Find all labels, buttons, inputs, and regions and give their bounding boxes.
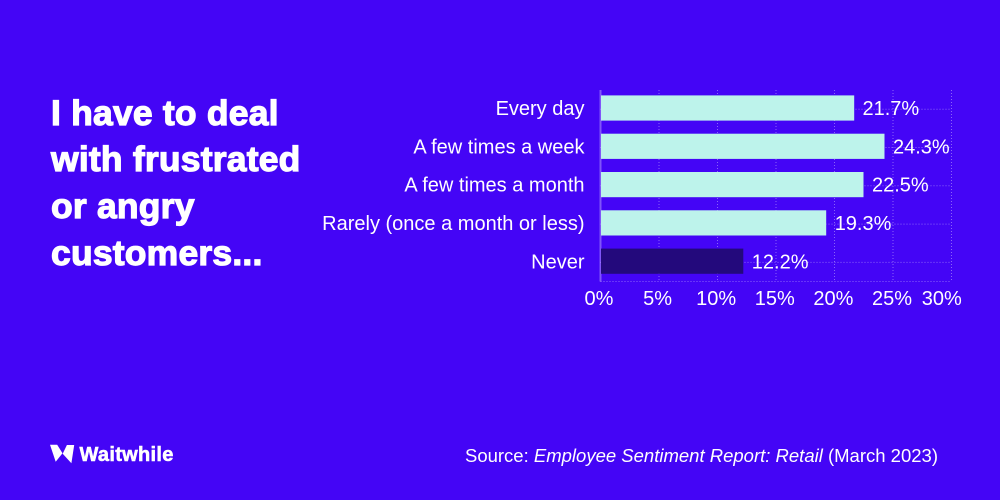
svg-text:24.3%: 24.3%	[893, 136, 950, 158]
svg-text:Every day: Every day	[496, 98, 585, 120]
svg-text:22.5%: 22.5%	[872, 175, 929, 197]
svg-text:Rarely (once a month or less): Rarely (once a month or less)	[322, 213, 584, 235]
svg-text:A few times a month: A few times a month	[404, 175, 584, 197]
svg-text:20%: 20%	[813, 288, 853, 310]
svg-text:5%: 5%	[643, 288, 672, 310]
svg-text:Never: Never	[531, 251, 585, 273]
svg-text:21.7%: 21.7%	[863, 98, 920, 120]
svg-text:12.2%: 12.2%	[752, 251, 809, 273]
svg-text:30%: 30%	[922, 288, 962, 310]
svg-text:25%: 25%	[872, 288, 912, 310]
svg-text:10%: 10%	[696, 288, 736, 310]
svg-text:A few times a week: A few times a week	[413, 136, 585, 158]
svg-text:19.3%: 19.3%	[835, 213, 892, 235]
svg-text:0%: 0%	[585, 288, 614, 310]
svg-text:15%: 15%	[755, 288, 795, 310]
